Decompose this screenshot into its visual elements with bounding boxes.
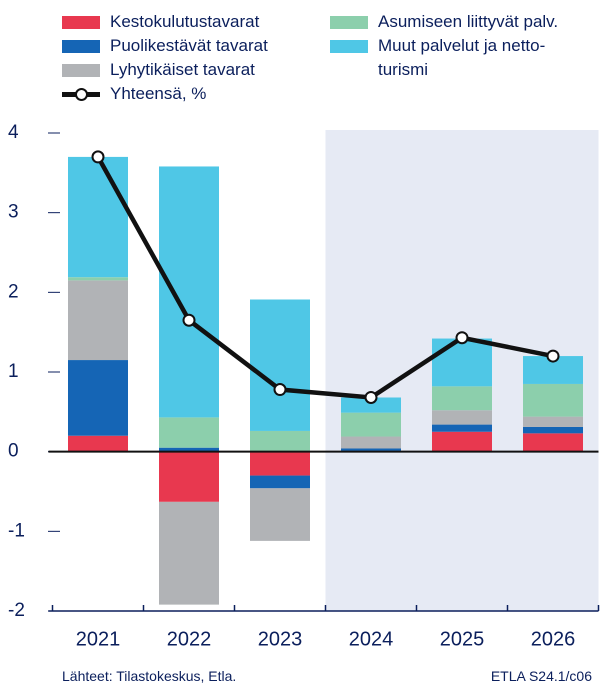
x-tick-label: 2025 bbox=[440, 628, 485, 650]
bar-segment bbox=[523, 426, 583, 434]
bar-segment bbox=[159, 417, 219, 448]
legend-item: Asumiseen liittyvät palv. bbox=[330, 10, 580, 34]
legend-swatch bbox=[330, 16, 368, 29]
bar-segment bbox=[523, 383, 583, 417]
legend-line bbox=[62, 88, 100, 101]
bar-segment bbox=[341, 436, 401, 449]
legend-item: Kestokulutustavarat bbox=[62, 10, 322, 34]
legend-label: Yhteensä, % bbox=[110, 84, 207, 103]
bar-segment bbox=[159, 166, 219, 418]
legend-label: Muut palvelut ja netto-turismi bbox=[378, 36, 546, 79]
legend-label: Kestokulutustavarat bbox=[110, 12, 260, 31]
bar-segment bbox=[432, 410, 492, 425]
legend-item: Muut palvelut ja netto-turismi bbox=[330, 34, 588, 82]
bar-segment bbox=[159, 501, 219, 605]
bar-segment bbox=[250, 430, 310, 452]
bar-segment bbox=[523, 433, 583, 452]
legend-item: Yhteensä, % bbox=[62, 82, 322, 106]
source: Lähteet: Tilastokeskus, Etla. bbox=[62, 668, 237, 684]
bar-segment bbox=[159, 447, 219, 452]
total-line bbox=[96, 155, 554, 400]
bar-segment bbox=[250, 299, 310, 431]
y-tick-label: 1 bbox=[8, 361, 19, 382]
legend-swatch bbox=[62, 64, 100, 77]
bar-segment bbox=[523, 416, 583, 427]
total-point bbox=[546, 349, 560, 363]
legend-item: Lyhytikäiset tavarat bbox=[62, 58, 322, 82]
x-tick-label: 2021 bbox=[76, 628, 121, 650]
bar-segment bbox=[250, 475, 310, 489]
bar-segment bbox=[68, 277, 128, 281]
legend-label: Asumiseen liittyvät palv. bbox=[378, 12, 559, 31]
y-tick-label: 3 bbox=[8, 202, 19, 223]
bar-segment bbox=[68, 360, 128, 436]
bar-segment bbox=[68, 156, 128, 278]
chart-code: ETLA S24.1/c06 bbox=[490, 668, 592, 684]
total-point bbox=[91, 150, 105, 164]
total-point bbox=[273, 383, 287, 397]
legend: Asumiseen liittyvät palv. Muut palvelut … bbox=[330, 10, 580, 82]
x-tick-label: 2026 bbox=[531, 628, 576, 650]
bar-segment bbox=[68, 435, 128, 452]
y-tick-label: -2 bbox=[8, 600, 25, 621]
bar-segment bbox=[341, 412, 401, 437]
bar-segment bbox=[432, 386, 492, 411]
legend-label: Lyhytikäiset tavarat bbox=[110, 60, 255, 79]
y-tick-label: 4 bbox=[8, 122, 19, 143]
bar-segment bbox=[432, 424, 492, 432]
x-tick-label: 2022 bbox=[167, 628, 212, 650]
x-tick-label: 2024 bbox=[349, 628, 394, 650]
bar-segment bbox=[250, 451, 310, 476]
bar-segment bbox=[432, 431, 492, 452]
y-tick-label: -1 bbox=[8, 520, 25, 541]
total-point bbox=[182, 313, 196, 327]
legend-swatch bbox=[62, 40, 100, 53]
x-tick-label: 2023 bbox=[258, 628, 303, 650]
legend: Kestokulutustavarat Puolikestävät tavara… bbox=[62, 10, 322, 106]
bar-segment bbox=[341, 397, 401, 413]
total-point bbox=[455, 331, 469, 345]
legend-label: Puolikestävät tavarat bbox=[110, 36, 268, 55]
legend-swatch bbox=[330, 40, 368, 53]
y-tick-label: 2 bbox=[8, 281, 19, 302]
bar-segment bbox=[250, 488, 310, 541]
bar-segment bbox=[159, 451, 219, 502]
bar-segment bbox=[432, 338, 492, 387]
total-point bbox=[364, 390, 378, 404]
y-tick-label: 0 bbox=[8, 441, 19, 462]
bar-segment bbox=[341, 448, 401, 451]
bar-segment bbox=[68, 280, 128, 361]
legend-item: Puolikestävät tavarat bbox=[62, 34, 322, 58]
legend-swatch bbox=[62, 16, 100, 29]
